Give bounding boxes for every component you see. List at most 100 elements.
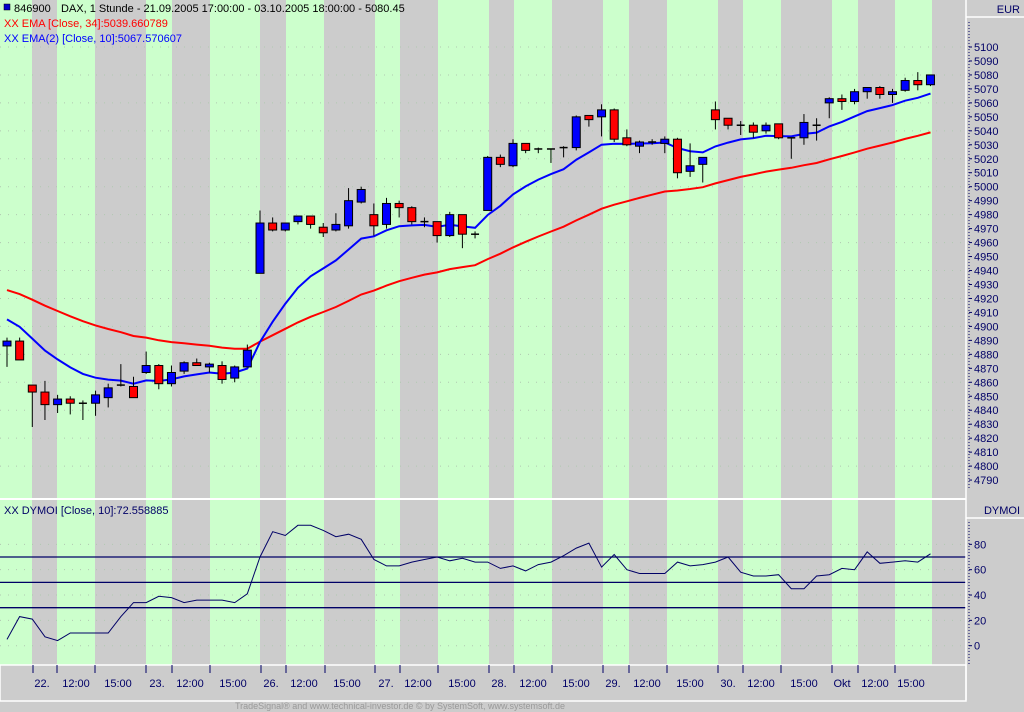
- candle-body: [65, 398, 75, 404]
- candle[interactable]: [534, 147, 543, 154]
- candle[interactable]: [850, 88, 860, 105]
- candle[interactable]: [925, 74, 935, 87]
- candle[interactable]: [571, 115, 581, 151]
- candle[interactable]: [204, 362, 214, 373]
- candle[interactable]: [672, 137, 682, 179]
- time-tick-label: 22.: [34, 678, 49, 690]
- candle[interactable]: [331, 213, 341, 232]
- candle[interactable]: [394, 200, 404, 218]
- ema34-legend[interactable]: XX EMA [Close, 34]:5039.660789: [4, 18, 168, 30]
- candle[interactable]: [382, 197, 391, 229]
- candle[interactable]: [2, 337, 12, 367]
- candle[interactable]: [635, 140, 644, 154]
- candle-body: [166, 372, 176, 385]
- candle[interactable]: [609, 108, 619, 142]
- candle[interactable]: [824, 97, 834, 119]
- candle[interactable]: [748, 122, 758, 138]
- candle[interactable]: [559, 146, 568, 158]
- candle[interactable]: [597, 104, 607, 137]
- price-tick-label: 5030: [974, 140, 998, 152]
- candle[interactable]: [420, 217, 429, 228]
- candle[interactable]: [799, 114, 809, 145]
- candle-body: [344, 200, 354, 227]
- candle[interactable]: [280, 222, 290, 232]
- candle[interactable]: [65, 396, 75, 415]
- candle-body: [103, 387, 113, 399]
- symbol-square-icon[interactable]: [3, 3, 11, 11]
- candle[interactable]: [471, 231, 480, 239]
- candle[interactable]: [192, 358, 202, 367]
- candle[interactable]: [15, 337, 25, 361]
- candle[interactable]: [546, 148, 555, 163]
- price-tick-label: 4920: [974, 293, 998, 305]
- candle[interactable]: [255, 210, 265, 274]
- candle[interactable]: [242, 344, 252, 368]
- candle[interactable]: [432, 221, 442, 243]
- candle[interactable]: [521, 142, 531, 154]
- candle[interactable]: [154, 364, 164, 390]
- price-tick-label: 4850: [974, 391, 998, 403]
- candle[interactable]: [116, 364, 125, 387]
- candle[interactable]: [900, 77, 910, 92]
- candle[interactable]: [862, 87, 872, 99]
- candle[interactable]: [344, 188, 354, 229]
- candle[interactable]: [129, 376, 138, 399]
- price-tick-label: 4870: [974, 363, 998, 375]
- candle[interactable]: [837, 94, 847, 110]
- candle[interactable]: [648, 139, 657, 145]
- candle[interactable]: [710, 101, 720, 130]
- candle[interactable]: [698, 156, 708, 183]
- price-tick-label: 5060: [974, 98, 998, 110]
- candle[interactable]: [40, 380, 50, 420]
- indicator-axis[interactable]: 80 60 40 20 0: [968, 522, 986, 665]
- candle[interactable]: [660, 136, 670, 154]
- indicator-legend[interactable]: XX DYMOI [Close, 10]:72.558885: [4, 505, 168, 517]
- candle[interactable]: [217, 361, 227, 384]
- candle-body: [698, 156, 708, 165]
- candle[interactable]: [293, 215, 303, 225]
- candle[interactable]: [774, 123, 784, 140]
- candle[interactable]: [685, 143, 695, 177]
- candle[interactable]: [166, 365, 176, 387]
- candle[interactable]: [483, 155, 493, 211]
- candle[interactable]: [787, 137, 796, 159]
- candle[interactable]: [913, 72, 923, 91]
- candle[interactable]: [230, 365, 240, 383]
- symbol-code: 846900: [14, 3, 51, 15]
- price-tick-label: 4790: [974, 475, 998, 487]
- candle-body: [154, 365, 164, 385]
- price-axis[interactable]: 5100 5090 5080 5070 5060 5050 5040 5030 5020 5010…: [968, 22, 998, 490]
- candle[interactable]: [888, 88, 897, 103]
- candle[interactable]: [584, 114, 594, 127]
- candle[interactable]: [268, 217, 278, 232]
- candle[interactable]: [495, 154, 505, 168]
- candle[interactable]: [812, 118, 821, 141]
- candle[interactable]: [457, 214, 467, 249]
- candle[interactable]: [306, 215, 316, 229]
- candle-body: [824, 98, 834, 104]
- price-tick-label: 5070: [974, 84, 998, 96]
- candle[interactable]: [27, 384, 37, 427]
- candle[interactable]: [761, 122, 771, 134]
- candle[interactable]: [318, 223, 328, 237]
- candle[interactable]: [53, 394, 63, 414]
- ema10-legend[interactable]: XX EMA(2) [Close, 10]:5067.570607: [4, 33, 182, 45]
- candle[interactable]: [875, 86, 885, 99]
- candle[interactable]: [369, 203, 379, 236]
- candle[interactable]: [78, 400, 87, 420]
- time-tick-label: 28.: [491, 678, 506, 690]
- candle[interactable]: [103, 383, 113, 408]
- candle-body: [837, 98, 847, 102]
- candle[interactable]: [736, 121, 745, 136]
- candle[interactable]: [91, 390, 101, 416]
- candle[interactable]: [179, 361, 189, 374]
- ema34-line: [6, 131, 931, 350]
- candle[interactable]: [723, 117, 733, 130]
- candle[interactable]: [356, 186, 366, 204]
- candle[interactable]: [141, 351, 151, 374]
- candle[interactable]: [622, 129, 632, 147]
- candle[interactable]: [407, 206, 417, 225]
- candle[interactable]: [445, 211, 455, 237]
- candle[interactable]: [508, 139, 518, 168]
